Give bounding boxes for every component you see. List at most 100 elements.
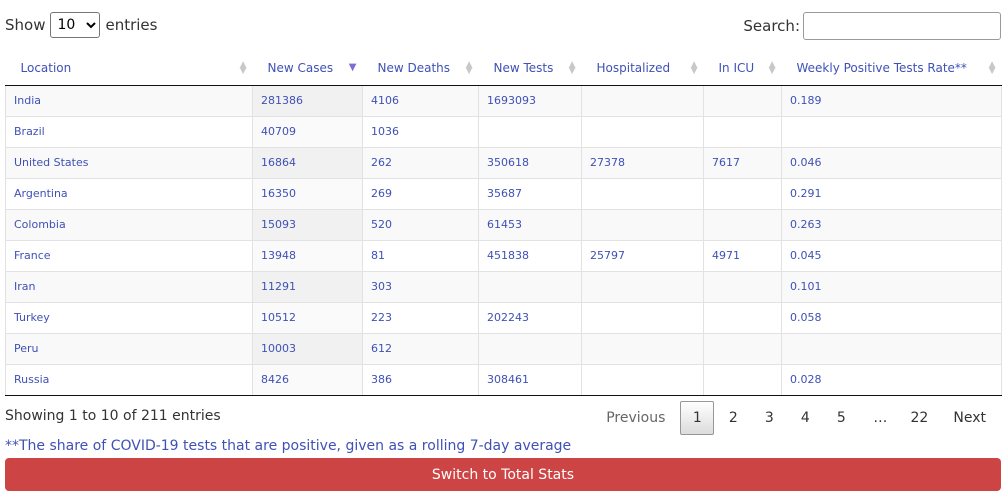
location-cell: Russia: [5, 364, 253, 396]
table-cell: 81: [362, 240, 479, 272]
table-info: Showing 1 to 10 of 211 entries: [5, 408, 221, 424]
page-button-5[interactable]: 5: [836, 410, 846, 426]
entries-select[interactable]: 102550100: [50, 12, 101, 38]
search-control: Search:: [743, 12, 1001, 40]
column-header-label: Hospitalized: [596, 61, 671, 76]
table-row: France 13948 81 451838 25797 4971 0.045: [5, 240, 1002, 272]
location-cell: Peru: [5, 333, 253, 365]
table-cell: [703, 116, 782, 148]
table-body: India 281386 4106 1693093 0.189 Brazil 40709 10…: [5, 85, 1002, 396]
table-cell: [478, 116, 582, 148]
search-input[interactable]: [803, 12, 1001, 40]
table-cell: 0.028: [781, 364, 1002, 396]
entries-label: entries: [105, 16, 158, 34]
table-cell: 269: [362, 178, 479, 210]
page-button-1[interactable]: 1: [680, 401, 715, 435]
sort-both-icon: ▲ ▼: [465, 60, 473, 76]
table-cell: [581, 302, 704, 334]
column-header-label: New Deaths: [377, 61, 451, 76]
column-header-new-tests[interactable]: New Tests ▲ ▼: [478, 52, 582, 86]
table-cell: [581, 178, 704, 210]
column-header-new-cases[interactable]: New Cases ▼: [252, 52, 363, 86]
page-button-4[interactable]: 4: [800, 410, 810, 426]
table-cell: 10512: [252, 302, 363, 334]
page-button-3[interactable]: 3: [764, 410, 774, 426]
sort-both-icon: ▲ ▼: [690, 60, 698, 76]
table-cell: [703, 333, 782, 365]
table-row: Peru 10003 612: [5, 333, 1002, 365]
table-cell: 25797: [581, 240, 704, 272]
search-label: Search:: [743, 17, 800, 35]
table-row: Iran 11291 303 0.101: [5, 271, 1002, 303]
location-cell: United States: [5, 147, 253, 179]
table-cell: 0.189: [781, 85, 1002, 117]
location-cell: France: [5, 240, 253, 272]
column-header-weekly-positive-tests-rate[interactable]: Weekly Positive Tests Rate** ▲ ▼: [781, 52, 1002, 86]
table-cell: [781, 333, 1002, 365]
page-button-last[interactable]: 22: [910, 410, 929, 426]
table-cell: [703, 178, 782, 210]
column-header-label: Weekly Positive Tests Rate**: [796, 61, 967, 76]
sort-desc-icon: ▼: [348, 62, 357, 73]
table-cell: 1036: [362, 116, 479, 148]
sort-both-icon: ▲ ▼: [239, 60, 247, 76]
table-controls: Show 102550100 entries Search:: [0, 0, 1007, 52]
table-cell: [703, 85, 782, 117]
column-header-label: In ICU: [718, 61, 755, 76]
column-header-hospitalized[interactable]: Hospitalized ▲ ▼: [581, 52, 704, 86]
table-row: United States 16864 262 350618 27378 7617 0.04…: [5, 147, 1002, 179]
footnote: **The share of COVID-19 tests that are p…: [5, 438, 572, 454]
table-cell: 520: [362, 209, 479, 241]
table-cell: 303: [362, 271, 479, 303]
column-header-new-deaths[interactable]: New Deaths ▲ ▼: [362, 52, 479, 86]
sort-both-icon: ▲ ▼: [568, 60, 576, 76]
table-cell: 0.058: [781, 302, 1002, 334]
table-row: Russia 8426 386 308461 0.028: [5, 364, 1002, 396]
table-cell: 223: [362, 302, 479, 334]
table-cell: 13948: [252, 240, 363, 272]
table-row: Colombia 15093 520 61453 0.263: [5, 209, 1002, 241]
switch-to-total-stats-button[interactable]: Switch to Total Stats: [5, 458, 1001, 491]
table-cell: 308461: [478, 364, 582, 396]
table-cell: [581, 364, 704, 396]
table-cell: [703, 271, 782, 303]
sort-both-icon: ▲ ▼: [768, 60, 776, 76]
column-header-label: Location: [20, 61, 72, 76]
table-cell: [478, 333, 582, 365]
table-cell: 0.291: [781, 178, 1002, 210]
table-cell: 15093: [252, 209, 363, 241]
column-header-in-icu[interactable]: In ICU ▲ ▼: [703, 52, 782, 86]
previous-page-button[interactable]: Previous: [606, 410, 666, 426]
show-label: Show: [5, 16, 46, 34]
table-cell: 16350: [252, 178, 363, 210]
pagination-ellipsis: …: [873, 410, 888, 426]
location-cell: Iran: [5, 271, 253, 303]
table-cell: 202243: [478, 302, 582, 334]
table-cell: 7617: [703, 147, 782, 179]
table-cell: [478, 271, 582, 303]
table-cell: [703, 364, 782, 396]
next-page-button[interactable]: Next: [953, 410, 986, 426]
table-cell: [581, 209, 704, 241]
table-cell: [703, 209, 782, 241]
table-cell: 0.101: [781, 271, 1002, 303]
location-cell: Argentina: [5, 178, 253, 210]
sort-both-icon: ▲ ▼: [988, 60, 996, 76]
table-cell: 281386: [252, 85, 363, 117]
table-cell: 16864: [252, 147, 363, 179]
table-header-row: Location ▲ ▼ New Cases ▼ New Deaths ▲ ▼ New Test…: [5, 52, 1002, 86]
table-cell: 0.263: [781, 209, 1002, 241]
column-header-location[interactable]: Location ▲ ▼: [5, 52, 253, 86]
table-cell: 262: [362, 147, 479, 179]
table-cell: 1693093: [478, 85, 582, 117]
table-cell: 11291: [252, 271, 363, 303]
location-cell: Brazil: [5, 116, 253, 148]
table-cell: [581, 85, 704, 117]
table-cell: 350618: [478, 147, 582, 179]
table-cell: [581, 333, 704, 365]
table-cell: 0.045: [781, 240, 1002, 272]
page-button-2[interactable]: 2: [728, 410, 738, 426]
table-cell: 4106: [362, 85, 479, 117]
column-header-label: New Cases: [267, 61, 334, 76]
